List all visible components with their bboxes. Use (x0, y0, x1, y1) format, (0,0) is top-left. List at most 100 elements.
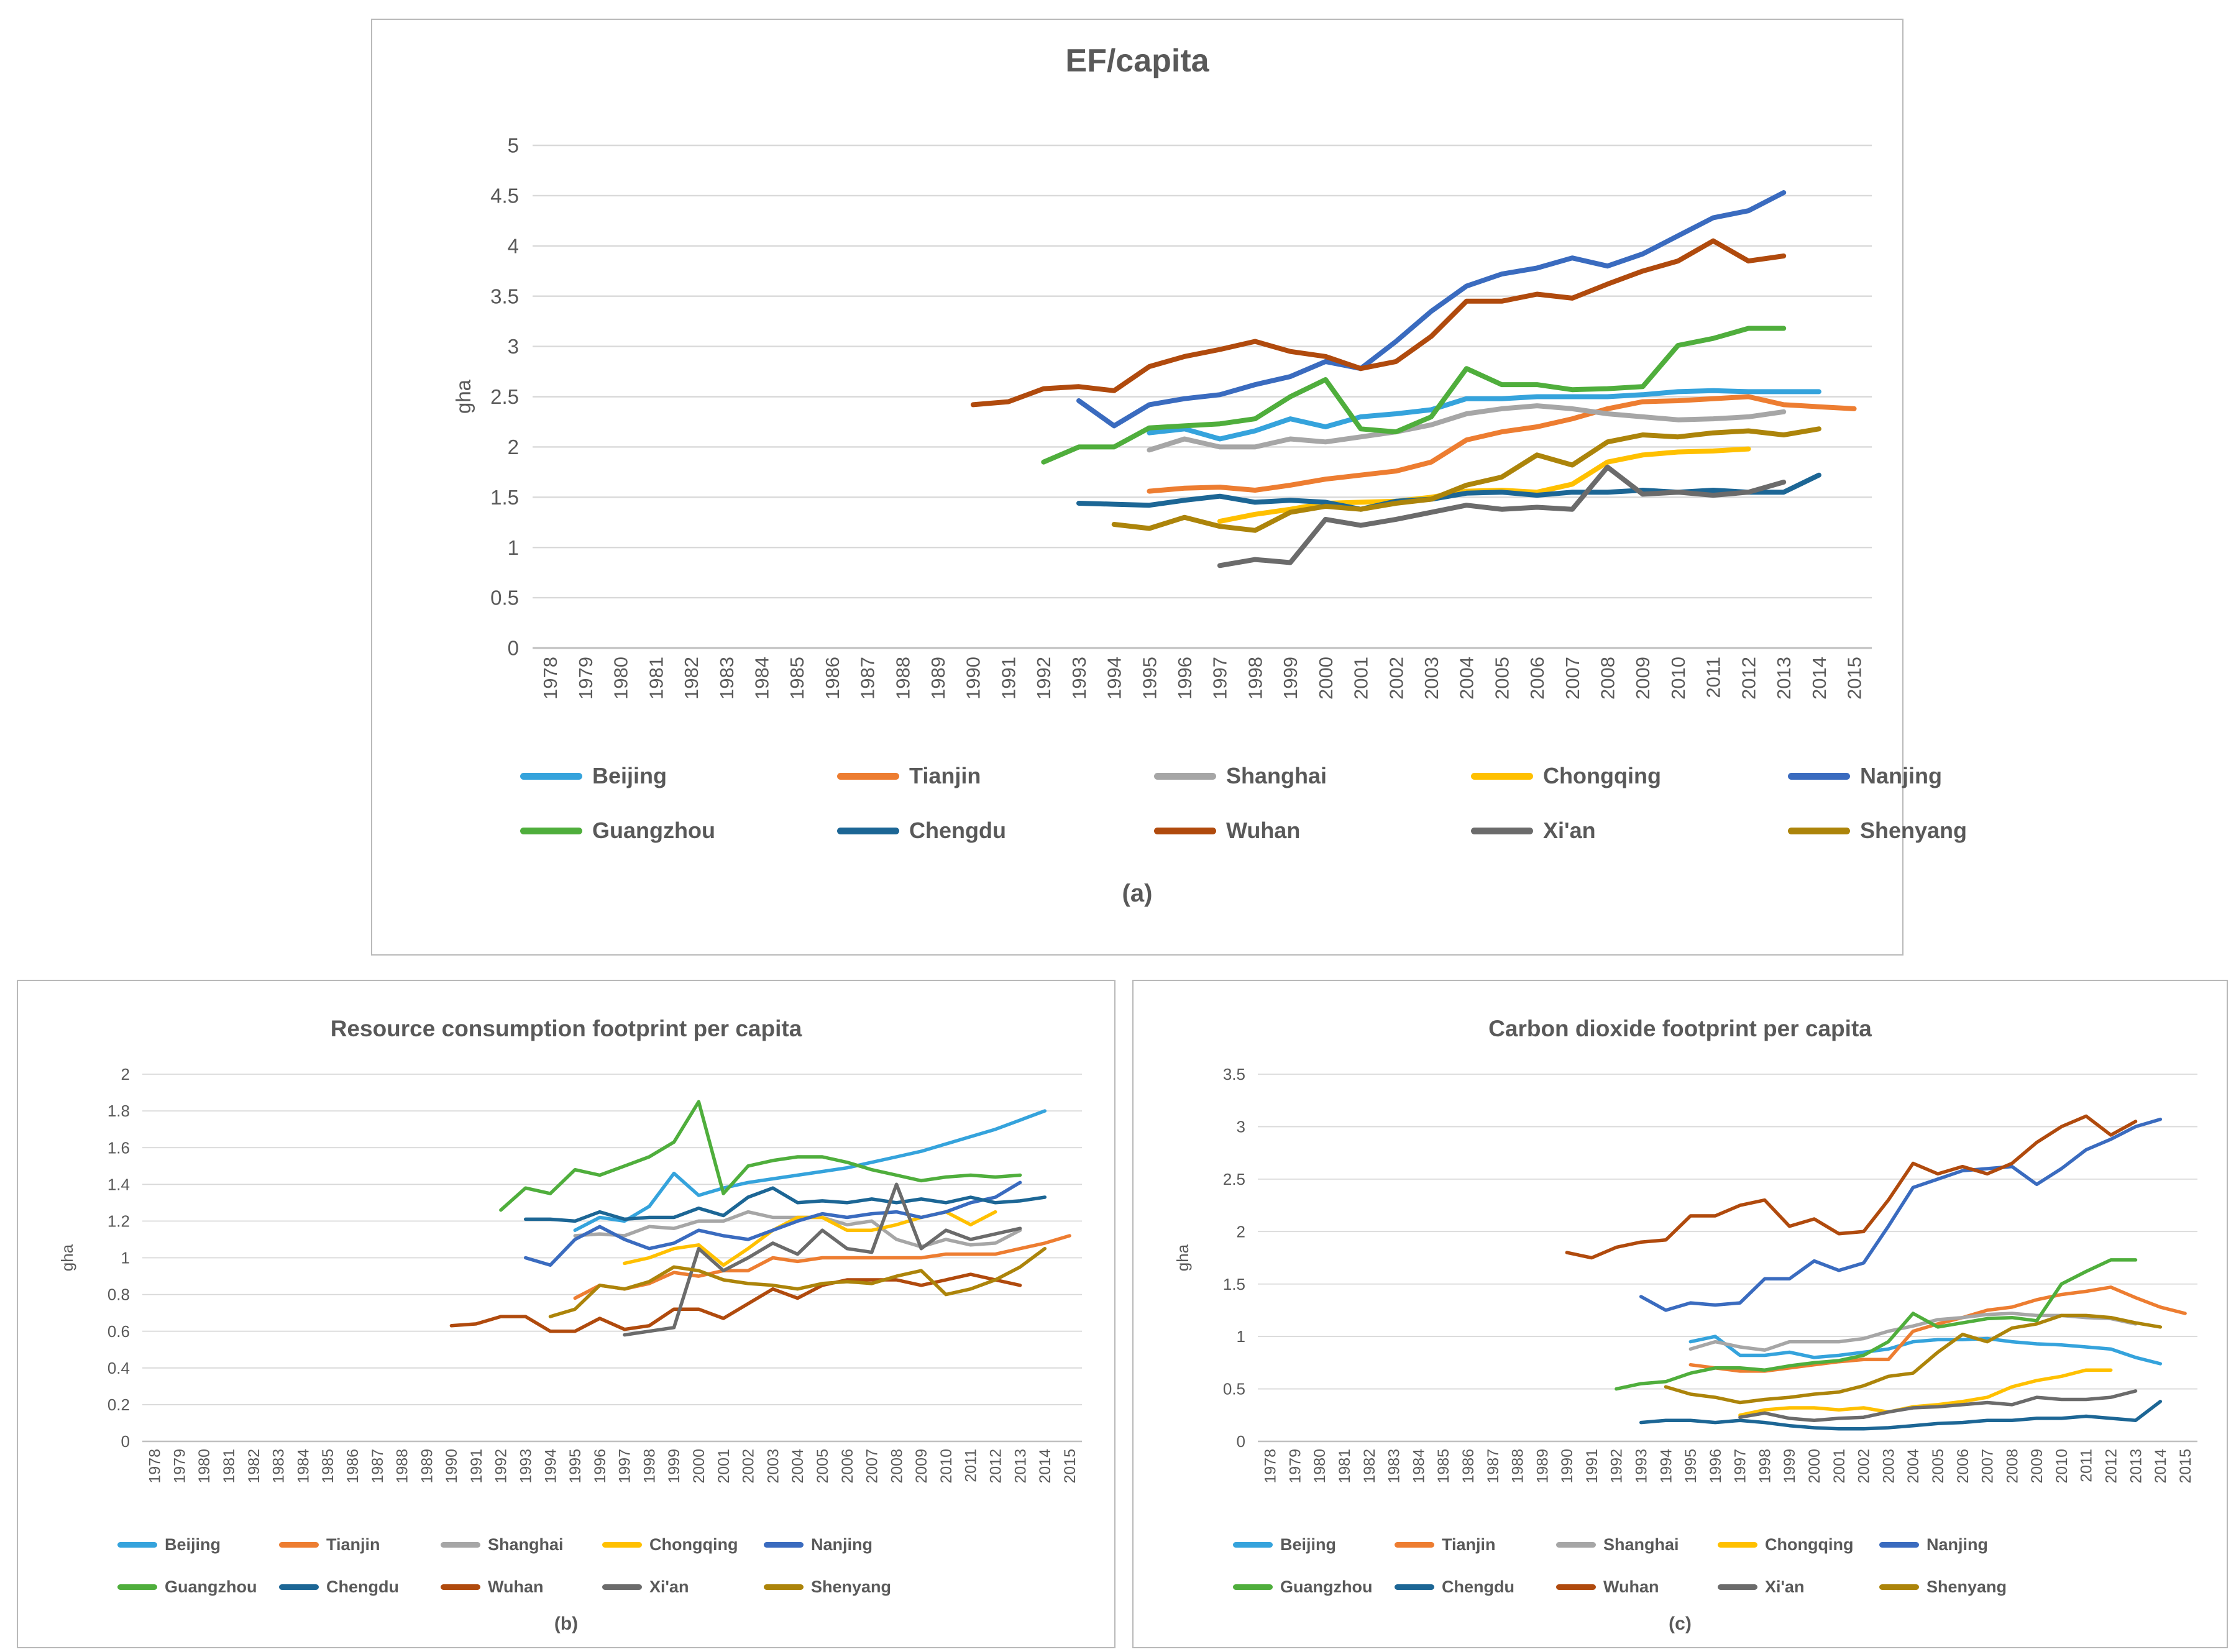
legend-label-shenyang: Shenyang (811, 1577, 892, 1596)
legend-label-tianjin: Tianjin (1442, 1535, 1496, 1554)
series-line-nanjing (1639, 1117, 2163, 1312)
x-tick-label-1982: 1982 (245, 1449, 263, 1484)
x-tick-label-2004: 2004 (1456, 657, 1478, 700)
x-tick-label-2014: 2014 (1037, 1449, 1054, 1484)
x-tick-label-2012: 2012 (987, 1449, 1004, 1484)
legend-swatch-shanghai (441, 1542, 480, 1548)
x-tick-label-2002: 2002 (1385, 657, 1407, 700)
y-axis-title: gha (58, 1244, 76, 1271)
x-tick-label-1983: 1983 (716, 657, 738, 700)
x-tick-label-2000: 2000 (1806, 1449, 1823, 1484)
legend-swatch-chongqing (1471, 772, 1533, 780)
y-tick-label-1.4: 1.4 (108, 1175, 130, 1193)
series-line-xi-an (1738, 1389, 2138, 1422)
x-tick-label-2015: 2015 (1061, 1449, 1079, 1484)
legend-swatch-guangzhou (117, 1584, 157, 1590)
legend-item-guangzhou: Guangzhou (520, 818, 715, 844)
legend-label-chengdu: Chengdu (1442, 1577, 1514, 1596)
x-tick-label-1986: 1986 (344, 1449, 362, 1484)
legend-label-nanjing: Nanjing (1860, 763, 1942, 788)
legend-item-beijing: Beijing (1233, 1535, 1336, 1554)
x-tick-label-1985: 1985 (786, 657, 808, 700)
x-tick-label-1993: 1993 (1633, 1449, 1650, 1484)
y-tick-label-1.8: 1.8 (108, 1102, 130, 1120)
y-tick-label-3: 3 (508, 335, 519, 358)
x-tick-label-1987: 1987 (1485, 1449, 1502, 1484)
x-tick-label-1982: 1982 (680, 657, 702, 700)
x-tick-label-1997: 1997 (616, 1449, 634, 1484)
x-tick-label-1998: 1998 (1244, 657, 1266, 700)
legend-swatch-nanjing (764, 1542, 804, 1548)
x-tick-label-1989: 1989 (1534, 1449, 1551, 1484)
x-tick-label-2014: 2014 (2152, 1449, 2169, 1484)
y-axis-title: gha (452, 379, 475, 414)
x-tick-label-1989: 1989 (418, 1449, 436, 1484)
x-tick-label-1988: 1988 (394, 1449, 411, 1484)
x-tick-label-2011: 2011 (1703, 657, 1725, 698)
y-tick-label-3.5: 3.5 (490, 285, 519, 308)
legend-swatch-beijing (1233, 1542, 1273, 1548)
legend-swatch-nanjing (1788, 772, 1850, 780)
legend-swatch-xi-an (1718, 1584, 1757, 1590)
legend-swatch-beijing (520, 772, 582, 780)
series-line-chengdu (523, 1186, 1047, 1223)
x-tick-label-1982: 1982 (1361, 1449, 1378, 1484)
legend-label-tianjin: Tianjin (326, 1535, 380, 1554)
x-tick-label-1990: 1990 (443, 1449, 460, 1484)
x-tick-label-1998: 1998 (1756, 1449, 1774, 1484)
legend-label-chongqing: Chongqing (649, 1535, 738, 1554)
legend-swatch-tianjin (837, 772, 899, 780)
legend-label-beijing: Beijing (1280, 1535, 1337, 1554)
legend-swatch-xi-an (602, 1584, 642, 1590)
legend-swatch-shenyang (764, 1584, 804, 1590)
x-tick-label-2006: 2006 (1954, 1449, 1972, 1484)
chart-plot-area-a: 0 0.5 1 1.5 2 2.5 3 3.5 4 4.5 5 gha 1978 1979 1980 1981… (372, 20, 1902, 954)
chart-canvas-c: 0 0.5 1 1.5 2 2.5 3 3.5 gha 1978 1979 1980 1981 1982 1… (1173, 1065, 2197, 1484)
legend-label-beijing: Beijing (165, 1535, 221, 1554)
legend-label-nanjing: Nanjing (1926, 1535, 1988, 1554)
legend-item-shanghai: Shanghai (1154, 763, 1327, 789)
panel-co2-footprint: Carbon dioxide footprint per capita 0 0.5… (1132, 980, 2228, 1648)
legend-label-shanghai: Shanghai (1603, 1535, 1679, 1554)
x-tick-label-1999: 1999 (1280, 657, 1301, 700)
x-tick-label-2000: 2000 (1315, 657, 1337, 700)
x-tick-label-1978: 1978 (147, 1449, 164, 1484)
legend-label-wuhan: Wuhan (1603, 1577, 1659, 1596)
y-tick-label-0: 0 (1237, 1432, 1245, 1451)
legend-swatch-guangzhou (520, 827, 582, 834)
legend-item-tianjin: Tianjin (279, 1535, 380, 1554)
chart-title-ef-capita: EF/capita (1065, 43, 1209, 79)
legend-swatch-nanjing (1879, 1542, 1919, 1548)
x-tick-label-1992: 1992 (1033, 657, 1055, 700)
x-tick-label-2015: 2015 (1843, 657, 1865, 700)
legend-item-nanjing: Nanjing (1879, 1535, 1988, 1554)
chart-plot-area-c: 0 0.5 1 1.5 2 2.5 3 3.5 gha 1978 1979 1980 1981 1982 1… (1134, 981, 2227, 1647)
x-tick-label-2001: 2001 (715, 1449, 733, 1484)
x-tick-label-1984: 1984 (1410, 1449, 1427, 1484)
legend-item-chongqing: Chongqing (1471, 763, 1661, 789)
legend-item-wuhan: Wuhan (1556, 1577, 1659, 1597)
legend-swatch-wuhan (441, 1584, 480, 1590)
legend-label-shenyang: Shenyang (1860, 818, 1968, 843)
legend-item-shenyang: Shenyang (1788, 818, 1967, 844)
legend-item-chongqing: Chongqing (602, 1535, 738, 1554)
legend-item-nanjing: Nanjing (1788, 763, 1942, 789)
series-line-shenyang (548, 1246, 1047, 1318)
x-tick-label-2013: 2013 (1773, 657, 1795, 700)
series-line-tianjin (1147, 394, 1857, 494)
legend-item-xi-an: Xi'an (602, 1577, 689, 1597)
y-tick-label-1.2: 1.2 (108, 1212, 130, 1231)
x-tick-label-1988: 1988 (1509, 1449, 1527, 1484)
x-tick-label-1985: 1985 (1435, 1449, 1452, 1484)
legend-item-tianjin: Tianjin (837, 763, 981, 789)
legend-item-shenyang: Shenyang (764, 1577, 891, 1597)
x-tick-label-2005: 2005 (814, 1449, 831, 1484)
legend-item-nanjing: Nanjing (764, 1535, 873, 1554)
x-tick-label-1997: 1997 (1732, 1449, 1749, 1484)
legend-label-chongqing: Chongqing (1543, 763, 1661, 788)
x-tick-label-2013: 2013 (2127, 1449, 2145, 1484)
x-tick-label-2010: 2010 (938, 1449, 955, 1484)
series-line-xi-an (623, 1182, 1022, 1337)
legend-label-guangzhou: Guangzhou (1280, 1577, 1373, 1596)
chart-caption-c: (c) (1669, 1613, 1692, 1634)
